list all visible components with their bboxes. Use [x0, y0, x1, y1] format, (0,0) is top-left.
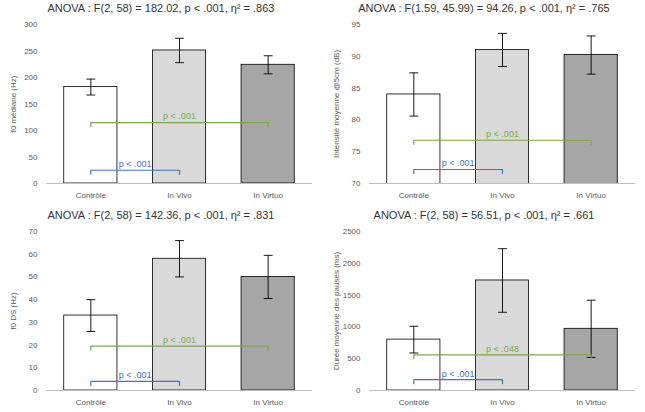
- svg-text:75: 75: [352, 147, 361, 156]
- svg-text:2500: 2500: [343, 227, 361, 236]
- svg-text:200: 200: [24, 73, 38, 82]
- svg-text:p < .001: p < .001: [442, 369, 475, 379]
- svg-text:0: 0: [356, 386, 361, 395]
- svg-text:In Virtuo: In Virtuo: [576, 398, 606, 407]
- svg-text:p < .001: p < .001: [486, 129, 519, 139]
- svg-text:50: 50: [29, 153, 38, 162]
- svg-text:In Virtuo: In Virtuo: [576, 191, 606, 200]
- svg-text:95: 95: [352, 20, 361, 29]
- svg-text:In Vivo: In Vivo: [167, 191, 192, 200]
- svg-text:Contrôle: Contrôle: [399, 191, 430, 200]
- svg-text:1500: 1500: [343, 291, 361, 300]
- svg-text:f0 DS (Hz): f0 DS (Hz): [9, 292, 18, 330]
- svg-text:0: 0: [33, 386, 38, 395]
- svg-text:80: 80: [352, 115, 361, 124]
- svg-text:20: 20: [29, 341, 38, 350]
- svg-text:300: 300: [24, 20, 38, 29]
- svg-text:Durée moyenne des pauses (ms): Durée moyenne des pauses (ms): [332, 252, 341, 371]
- svg-text:In Vivo: In Vivo: [490, 398, 515, 407]
- svg-text:Intensité moyenne @5cm (dB): Intensité moyenne @5cm (dB): [332, 50, 341, 159]
- svg-text:250: 250: [24, 47, 38, 56]
- svg-text:0: 0: [33, 179, 38, 188]
- svg-text:85: 85: [352, 84, 361, 93]
- svg-text:In Virtuo: In Virtuo: [253, 191, 283, 200]
- svg-text:1000: 1000: [343, 322, 361, 331]
- svg-text:In Vivo: In Vivo: [490, 191, 515, 200]
- svg-text:70: 70: [29, 227, 38, 236]
- svg-text:10: 10: [29, 363, 38, 372]
- svg-text:500: 500: [347, 354, 361, 363]
- svg-text:p < .048: p < .048: [486, 344, 519, 354]
- html-text:ANOVA : F(2, 58) = 182.02, p <: ANOVA : F(2, 58) = 182.02, p < .001, η² …: [47, 2, 275, 14]
- svg-text:100: 100: [24, 126, 38, 135]
- html-text:ANOVA : F(2, 58) = 142.36, p <: ANOVA : F(2, 58) = 142.36, p < .001, η² …: [47, 209, 275, 221]
- svg-text:60: 60: [29, 250, 38, 259]
- svg-text:90: 90: [352, 52, 361, 61]
- svg-text:Contrôle: Contrôle: [399, 398, 430, 407]
- svg-text:p < .001: p < .001: [163, 335, 196, 345]
- svg-text:In Virtuo: In Virtuo: [253, 398, 283, 407]
- html-text:ANOVA : F(1.59, 45.99) = 94.26: ANOVA : F(1.59, 45.99) = 94.26, p < .001…: [358, 2, 610, 14]
- svg-text:150: 150: [24, 100, 38, 109]
- svg-text:Contrôle: Contrôle: [76, 398, 107, 407]
- svg-text:50: 50: [29, 272, 38, 281]
- svg-text:p < .001: p < .001: [442, 158, 475, 168]
- svg-text:p < .001: p < .001: [119, 370, 152, 380]
- svg-text:In Vivo: In Vivo: [167, 398, 192, 407]
- svg-text:2000: 2000: [343, 259, 361, 268]
- svg-text:p < .001: p < .001: [119, 159, 152, 169]
- svg-text:Contrôle: Contrôle: [76, 191, 107, 200]
- svg-text:f0 médiane (Hz): f0 médiane (Hz): [9, 75, 18, 132]
- svg-text:p < .001: p < .001: [163, 111, 196, 121]
- html-text:ANOVA : F(2, 58) = 56.51, p <: ANOVA : F(2, 58) = 56.51, p < .001, η² =…: [373, 209, 595, 221]
- svg-text:70: 70: [352, 179, 361, 188]
- svg-text:40: 40: [29, 295, 38, 304]
- svg-text:30: 30: [29, 318, 38, 327]
